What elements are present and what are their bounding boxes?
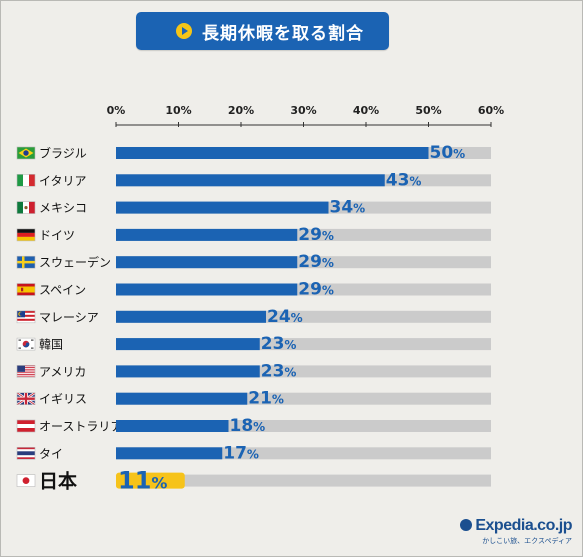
italy-flag-icon	[16, 174, 36, 187]
sweden-flag-icon	[16, 255, 36, 269]
germany-flag-icon	[16, 228, 36, 242]
bar	[116, 201, 329, 214]
bar	[116, 228, 298, 241]
bar	[116, 310, 266, 323]
bar	[116, 147, 429, 159]
mexico-flag-icon	[16, 201, 36, 214]
thailand-flag-icon	[16, 446, 36, 460]
bar	[116, 174, 385, 187]
value-label: 34%	[330, 198, 366, 218]
logo-name: Expedia.co.jp	[475, 517, 572, 534]
bar	[116, 392, 248, 405]
bar	[116, 472, 185, 489]
value-label: 17%	[223, 443, 259, 463]
value-label: 50%	[430, 143, 466, 163]
category-label: タイ	[39, 447, 63, 461]
x-tick-label: 50%	[415, 104, 441, 117]
x-tick-label: 30%	[290, 104, 316, 117]
value-label: 29%	[298, 225, 334, 245]
x-tick-label: 40%	[353, 104, 379, 117]
value-label: 29%	[298, 280, 334, 300]
value-label: 29%	[298, 252, 334, 272]
korea-flag-icon	[16, 337, 36, 351]
value-label: 11%	[118, 467, 167, 495]
category-label: マレーシア	[39, 310, 99, 324]
value-label: 21%	[248, 389, 284, 409]
category-label: オーストラリア	[39, 420, 122, 434]
expedia-logo: Expedia.co.jp かしこい旅、エクスペディア	[460, 517, 572, 546]
value-label: 23%	[261, 361, 297, 381]
austria-flag-icon	[16, 419, 36, 433]
category-label: スウェーデン	[39, 255, 111, 270]
play-icon	[176, 23, 192, 39]
bar	[116, 365, 260, 378]
usa-flag-icon	[16, 365, 36, 378]
value-label: 18%	[230, 416, 266, 436]
bar	[116, 256, 298, 269]
category-label: イタリア	[39, 174, 87, 188]
category-label: メキシコ	[39, 201, 87, 215]
value-label: 43%	[386, 170, 422, 190]
category-label: イギリス	[39, 392, 87, 406]
uk-flag-icon	[16, 391, 36, 406]
x-tick-label: 60%	[478, 104, 504, 117]
value-label: 24%	[267, 307, 303, 327]
bar	[116, 338, 260, 351]
x-tick-label: 0%	[107, 104, 126, 117]
category-label: 韓国	[39, 338, 63, 352]
bar-track	[116, 474, 491, 487]
category-label: スペイン	[39, 283, 86, 297]
x-tick-label: 10%	[165, 104, 191, 117]
x-tick-label: 20%	[228, 104, 254, 117]
bar	[116, 447, 223, 460]
bar	[116, 420, 229, 432]
category-label: ブラジル	[39, 146, 87, 161]
spain-flag-icon	[16, 283, 36, 296]
bar	[116, 283, 298, 296]
category-label: 日本	[39, 470, 77, 493]
brazil-flag-icon	[16, 146, 36, 160]
category-label: ドイツ	[39, 228, 75, 242]
chart-title: 長期休暇を取る割合	[202, 23, 364, 44]
chart-title-banner: 長期休暇を取る割合	[136, 12, 389, 50]
value-label: 23%	[261, 334, 297, 354]
logo-tagline: かしこい旅、エクスペディア	[482, 537, 572, 545]
malaysia-flag-icon	[16, 310, 36, 324]
japan-flag-icon	[16, 474, 36, 487]
expedia-plane-icon	[460, 519, 473, 531]
category-label: アメリカ	[39, 365, 86, 379]
